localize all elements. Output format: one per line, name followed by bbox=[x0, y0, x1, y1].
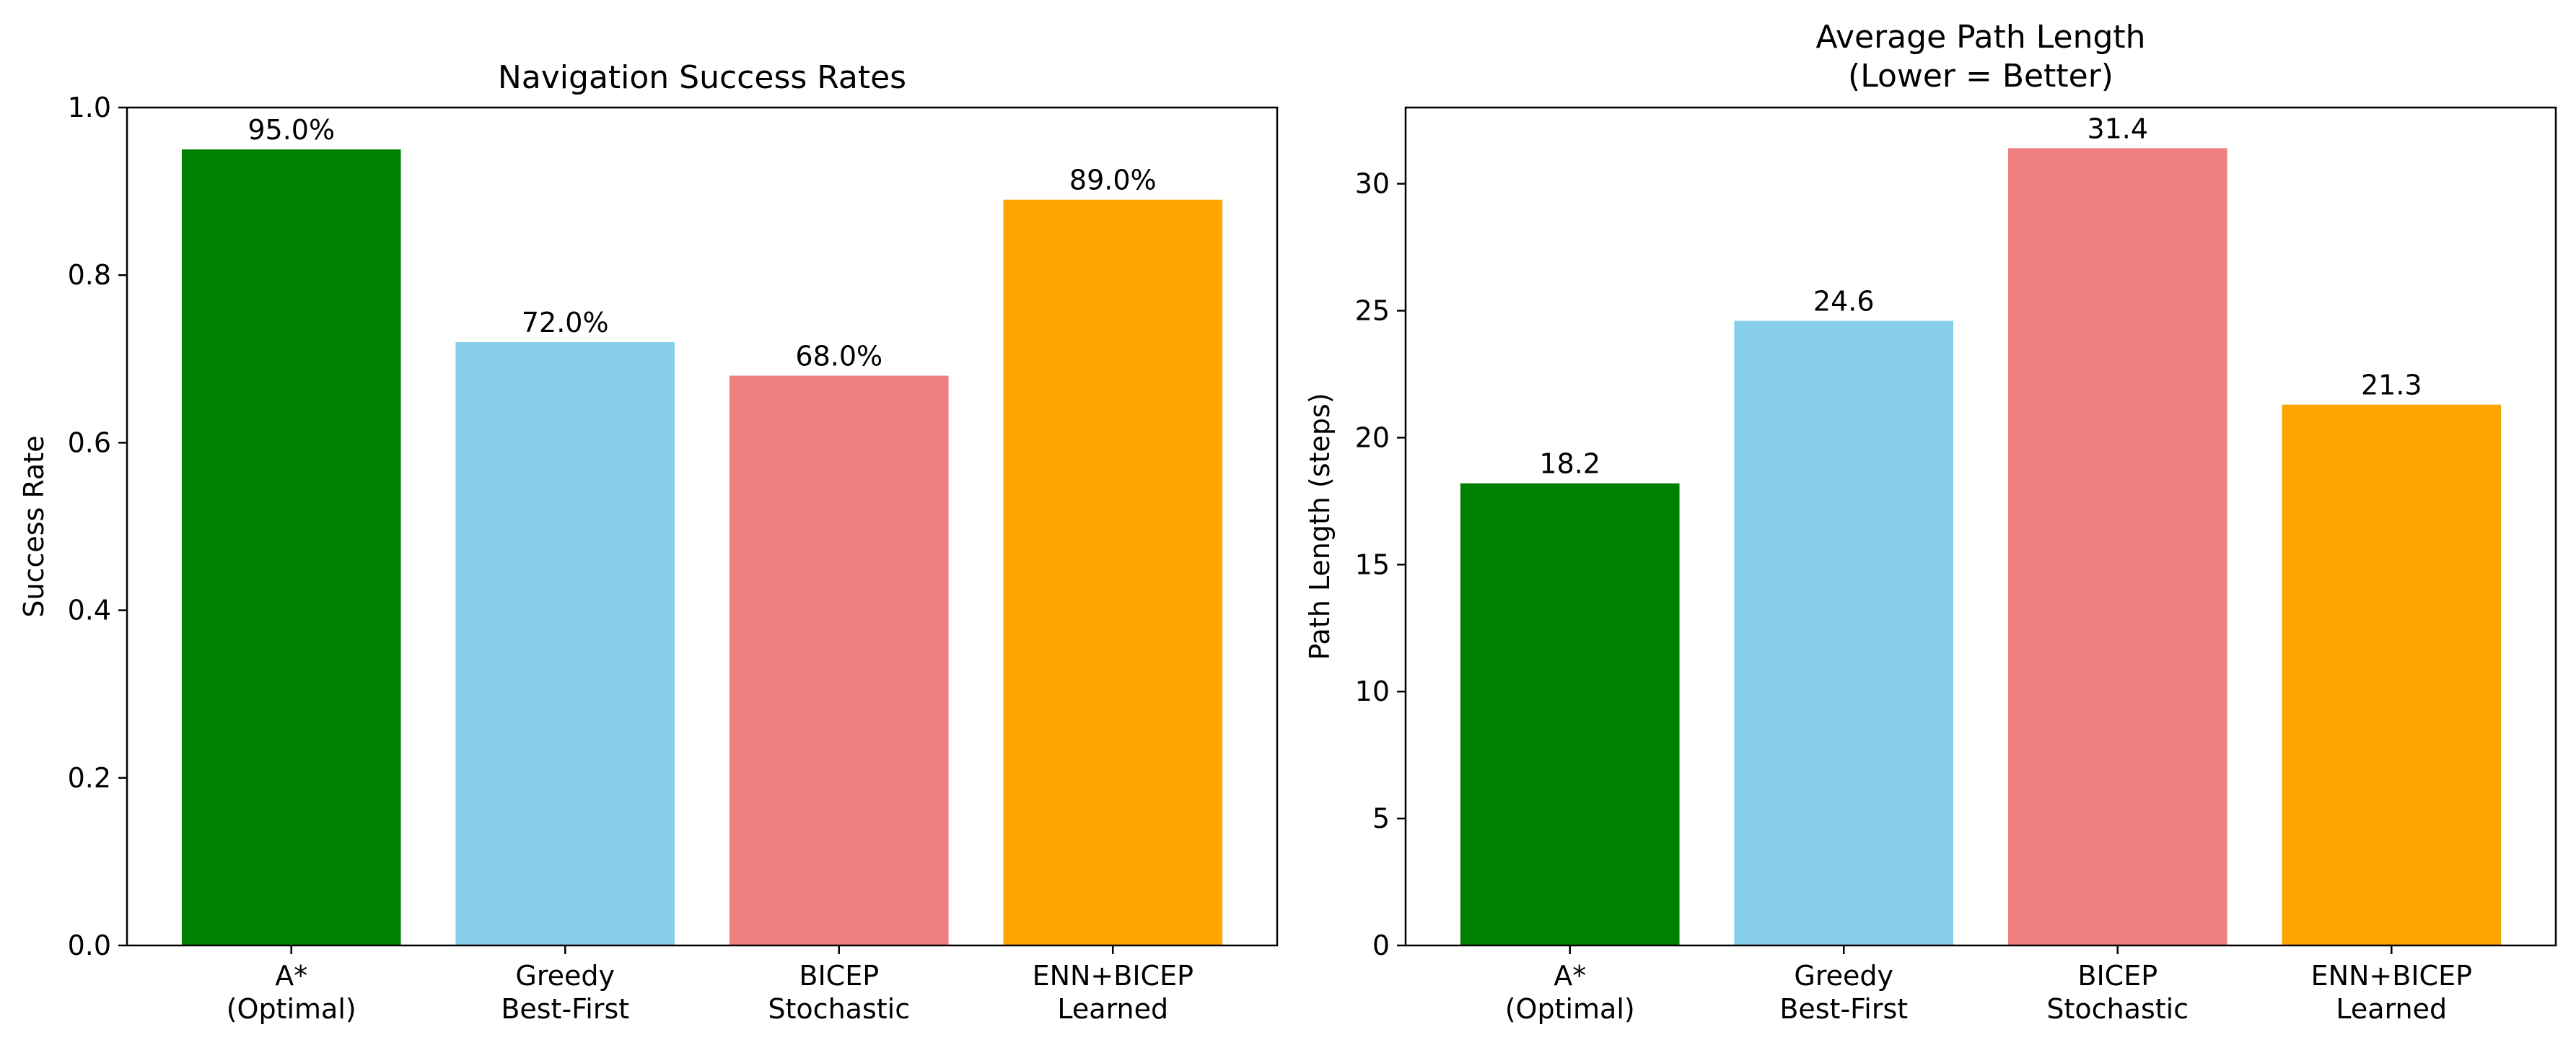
x-tick-label-3-line-1: Learned bbox=[2336, 993, 2447, 1025]
path-length-chart: 18.2 24.6 31.4 21.3 0 5 10 15 20 25 30 A*(Optimal) G… bbox=[1304, 19, 2557, 1025]
bar-2 bbox=[2007, 148, 2227, 946]
x-tick-label-2-line-0: BICEP bbox=[2077, 960, 2157, 992]
data-label-1: 24.6 bbox=[1813, 286, 1875, 318]
x-tick-label-1-line-1: Best-First bbox=[1779, 993, 1908, 1025]
y-tick-label-3: 15 bbox=[1355, 549, 1390, 580]
data-label-1: 72.0% bbox=[522, 307, 609, 338]
chart-title-line-0: Average Path Length bbox=[1815, 19, 2145, 56]
bar-3 bbox=[2282, 404, 2502, 945]
x-tick-label-1-line-0: Greedy bbox=[515, 960, 615, 992]
bar-1 bbox=[455, 342, 675, 946]
bar-3 bbox=[1003, 199, 1223, 946]
success-rate-chart: 95.0% 72.0% 68.0% 89.0% 0.0 0.2 0.4 0.6 0.8 1.0 A*… bbox=[18, 59, 1279, 1025]
y-tick-label-6: 30 bbox=[1355, 168, 1390, 200]
y-axis-label: Success Rate bbox=[18, 435, 50, 617]
chart-title-line-1: (Lower = Better) bbox=[1848, 58, 2113, 95]
y-tick-label-1: 5 bbox=[1372, 803, 1390, 834]
y-tick-label-0: 0.0 bbox=[68, 930, 111, 961]
x-tick-label-2-line-0: BICEP bbox=[799, 960, 879, 992]
bar-0 bbox=[181, 149, 401, 945]
x-tick-label-0-line-1: (Optimal) bbox=[1505, 993, 1635, 1025]
x-tick-label-3-line-1: Learned bbox=[1057, 993, 1168, 1025]
y-tick-label-4: 0.8 bbox=[68, 259, 111, 291]
data-label-3: 21.3 bbox=[2361, 370, 2422, 401]
y-tick-label-1: 0.2 bbox=[68, 762, 111, 794]
x-tick-label-1-line-0: Greedy bbox=[1794, 960, 1893, 992]
chart-title: Navigation Success Rates bbox=[498, 59, 906, 96]
data-label-2: 68.0% bbox=[795, 341, 882, 372]
y-tick-label-5: 25 bbox=[1355, 294, 1390, 326]
y-tick-label-0: 0 bbox=[1372, 930, 1390, 961]
axes-frame bbox=[126, 106, 1279, 947]
x-tick-label-0-line-1: (Optimal) bbox=[227, 993, 356, 1025]
y-tick-label-2: 10 bbox=[1355, 676, 1390, 707]
axes-frame bbox=[1404, 106, 2557, 947]
x-tick-label-3-line-0: ENN+BICEP bbox=[1033, 960, 1193, 992]
y-tick-label-3: 0.6 bbox=[68, 427, 111, 458]
x-tick-label-2-line-1: Stochastic bbox=[2046, 993, 2189, 1025]
x-tick-label-1-line-1: Best-First bbox=[501, 993, 629, 1025]
x-tick-label-3-line-0: ENN+BICEP bbox=[2311, 960, 2472, 992]
bar-2 bbox=[729, 375, 949, 945]
data-label-0: 95.0% bbox=[247, 114, 335, 146]
data-label-3: 89.0% bbox=[1069, 165, 1157, 196]
data-label-0: 18.2 bbox=[1539, 448, 1600, 480]
data-label-2: 31.4 bbox=[2087, 113, 2148, 144]
y-tick-label-4: 20 bbox=[1355, 421, 1390, 453]
x-tick-label-0-line-0: A* bbox=[275, 960, 307, 992]
bar-0 bbox=[1460, 483, 1680, 945]
x-tick-label-2-line-1: Stochastic bbox=[768, 993, 910, 1025]
y-tick-label-5: 1.0 bbox=[68, 92, 111, 123]
y-tick-label-2: 0.4 bbox=[68, 595, 111, 626]
bar-1 bbox=[1734, 320, 1954, 945]
y-axis-label: Path Length (steps) bbox=[1304, 393, 1336, 660]
x-tick-label-0-line-0: A* bbox=[1554, 960, 1586, 992]
